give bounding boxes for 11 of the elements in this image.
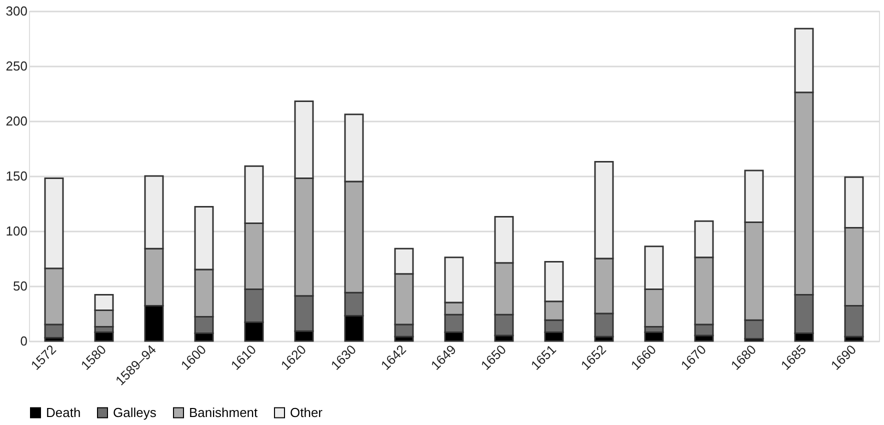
y-tick-label: 250	[6, 58, 28, 74]
y-tick-label: 200	[6, 114, 28, 128]
legend-label: Banishment	[189, 404, 258, 420]
legend-label: Other	[290, 404, 324, 420]
y-tick-label: 100	[6, 224, 28, 238]
legend-label: Death	[46, 404, 81, 420]
y-tick-label: 0	[20, 334, 28, 348]
y-tick-label: 150	[6, 168, 28, 184]
legend-label: Galleys	[113, 404, 157, 420]
y-tick-label: 50	[13, 278, 28, 294]
y-tick-label: 300	[6, 4, 28, 18]
